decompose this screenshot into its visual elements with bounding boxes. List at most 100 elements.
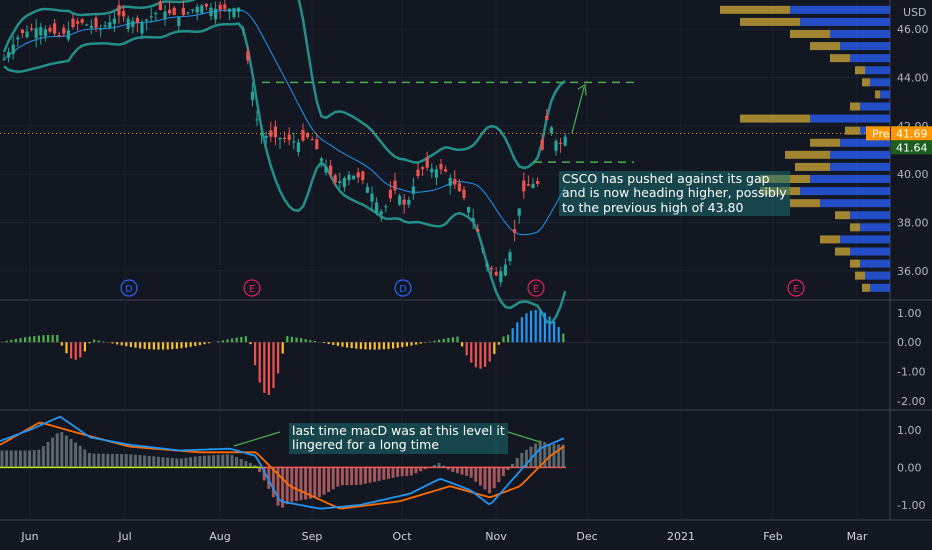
macd-hist-bar [534,443,538,468]
candle-body [108,22,112,28]
macd-hist-bar [152,456,156,468]
candle-body [347,174,351,181]
x-tick-label: Jun [20,530,38,543]
candle-body [20,29,24,34]
ind1-bar [433,340,436,343]
candle-body [453,179,457,185]
macd-hist-bar [414,467,418,474]
macd-hist-bar [198,455,202,468]
volume-profile-bar-up [835,247,850,256]
ind1-bar [451,337,454,343]
ind1-bar [60,342,63,346]
macd-annotation: last time macD was at this level it ling… [289,423,508,454]
macd-hist-bar [497,467,501,483]
event-marker-label: D [399,284,407,295]
candle-body [200,5,204,14]
macd-hist-bar [262,467,266,481]
macd-hist-bar [129,454,133,468]
macd-hist-bar [244,461,248,468]
volume-profile-bar-down [830,162,890,171]
ind1-bar [47,334,50,343]
macd-hist-bar [423,467,427,470]
ind1-bar [442,338,445,343]
macd-hist-bar [345,467,349,486]
candle-body [563,136,567,146]
volume-profile-bar-up [850,259,860,268]
event-marker-label: E [793,284,799,295]
volume-profile-bar-up [875,90,880,99]
macd-hist-bar [501,467,505,477]
macd-hist-bar [377,467,381,481]
volume-profile-bar-up [810,138,840,147]
ind2-tick-label: -1.00 [897,499,925,512]
ind1-bar [10,339,13,343]
ind1-tick-label: 0.00 [897,336,922,349]
volume-profile-bar-down [800,187,890,196]
candle-body [269,130,273,137]
ind1-bar [359,342,362,350]
macd-hist-bar [281,467,285,508]
macd-hist-bar [120,454,124,468]
ind1-bar [226,339,229,343]
macd-hist-bar [547,443,551,468]
macd-hist-bar [543,442,547,468]
candle-body [361,171,365,181]
ind1-bar [194,342,197,347]
volume-profile-bar-up [845,126,860,135]
macd-hist-bar [189,457,193,468]
ind1-bar [185,342,188,348]
ind1-bar [51,334,54,343]
premarket-value: 41.69 [896,127,928,140]
candle-body [103,25,107,27]
price-annotation-line-3: to the previous high of 43.80 [562,199,744,215]
macd-hist-bar [290,467,294,502]
macd-hist-bar [216,454,220,468]
ind1-bar [479,342,482,369]
x-tick-label: 2021 [667,530,695,543]
candle-body [526,184,530,186]
macd-hist-bar [474,467,478,482]
ind1-bar [88,342,91,344]
macd-annotation-line-1: last time macD was at this level it [292,423,505,438]
macd-hist-bar [225,454,229,468]
ind1-bar [313,341,316,343]
candle-body [490,267,494,270]
macd-hist-bar [253,465,257,468]
premarket-value-badge [891,126,932,141]
candle-body [177,16,181,26]
macd-hist-bar [124,454,128,468]
macd-hist-bar [83,449,87,468]
macd-hist-bar [359,467,363,485]
candle-body [448,178,452,186]
ind1-bar [37,335,40,343]
macd-hist-bar [32,450,36,468]
ind2-tick-label: 1.00 [897,424,922,437]
ind1-bar [198,342,201,346]
volume-profile-bar-down [790,5,890,14]
volume-profile-bar-up [862,283,870,292]
macd-hist-bar [437,462,441,468]
candle-body [375,202,379,213]
ind1-bar [42,335,45,343]
candle-body [425,157,429,168]
candle-body [480,248,484,250]
macd-hist-bar [271,467,275,498]
ind2-tick-label: 0.00 [897,461,922,474]
candle-body [388,189,392,199]
macd-hist-bar [28,450,32,468]
volume-profile-bar-up [790,199,820,208]
candle-body [421,167,425,170]
ind1-bar [401,342,404,348]
macd-hist-bar [529,446,533,468]
ind1-bar [525,313,528,343]
candle-body [434,169,438,178]
volume-profile-bar-down [830,150,890,159]
volume-profile-bar-down [840,138,890,147]
candle-body [329,165,333,175]
candle-body [513,229,517,233]
ind1-bar [208,342,211,344]
premarket-badge [866,126,890,141]
ind1-bar [120,342,123,346]
